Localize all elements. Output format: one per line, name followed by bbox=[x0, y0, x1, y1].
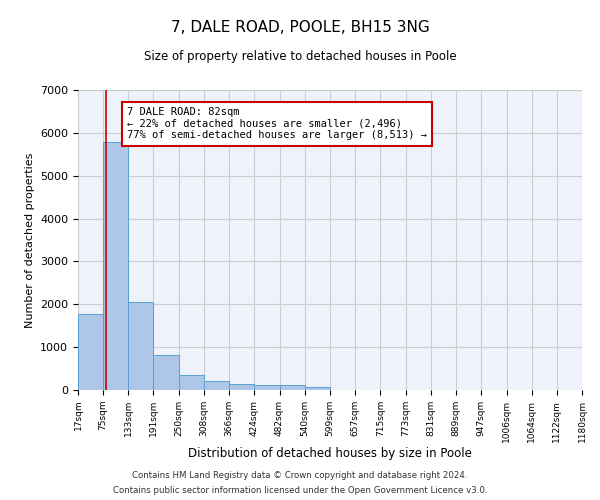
Y-axis label: Number of detached properties: Number of detached properties bbox=[25, 152, 35, 328]
Text: Contains public sector information licensed under the Open Government Licence v3: Contains public sector information licen… bbox=[113, 486, 487, 495]
Bar bbox=[254, 385, 280, 390]
Bar bbox=[179, 376, 204, 390]
Text: Size of property relative to detached houses in Poole: Size of property relative to detached ho… bbox=[143, 50, 457, 63]
X-axis label: Distribution of detached houses by size in Poole: Distribution of detached houses by size … bbox=[188, 448, 472, 460]
Bar bbox=[78, 314, 103, 390]
Bar bbox=[204, 382, 229, 390]
Bar bbox=[128, 302, 154, 390]
Bar bbox=[280, 386, 305, 390]
Text: 7, DALE ROAD, POOLE, BH15 3NG: 7, DALE ROAD, POOLE, BH15 3NG bbox=[170, 20, 430, 35]
Text: Contains HM Land Registry data © Crown copyright and database right 2024.: Contains HM Land Registry data © Crown c… bbox=[132, 471, 468, 480]
Bar bbox=[103, 142, 128, 390]
Text: 7 DALE ROAD: 82sqm
← 22% of detached houses are smaller (2,496)
77% of semi-deta: 7 DALE ROAD: 82sqm ← 22% of detached hou… bbox=[127, 107, 427, 140]
Bar bbox=[229, 384, 254, 390]
Bar bbox=[305, 386, 330, 390]
Bar bbox=[154, 355, 179, 390]
